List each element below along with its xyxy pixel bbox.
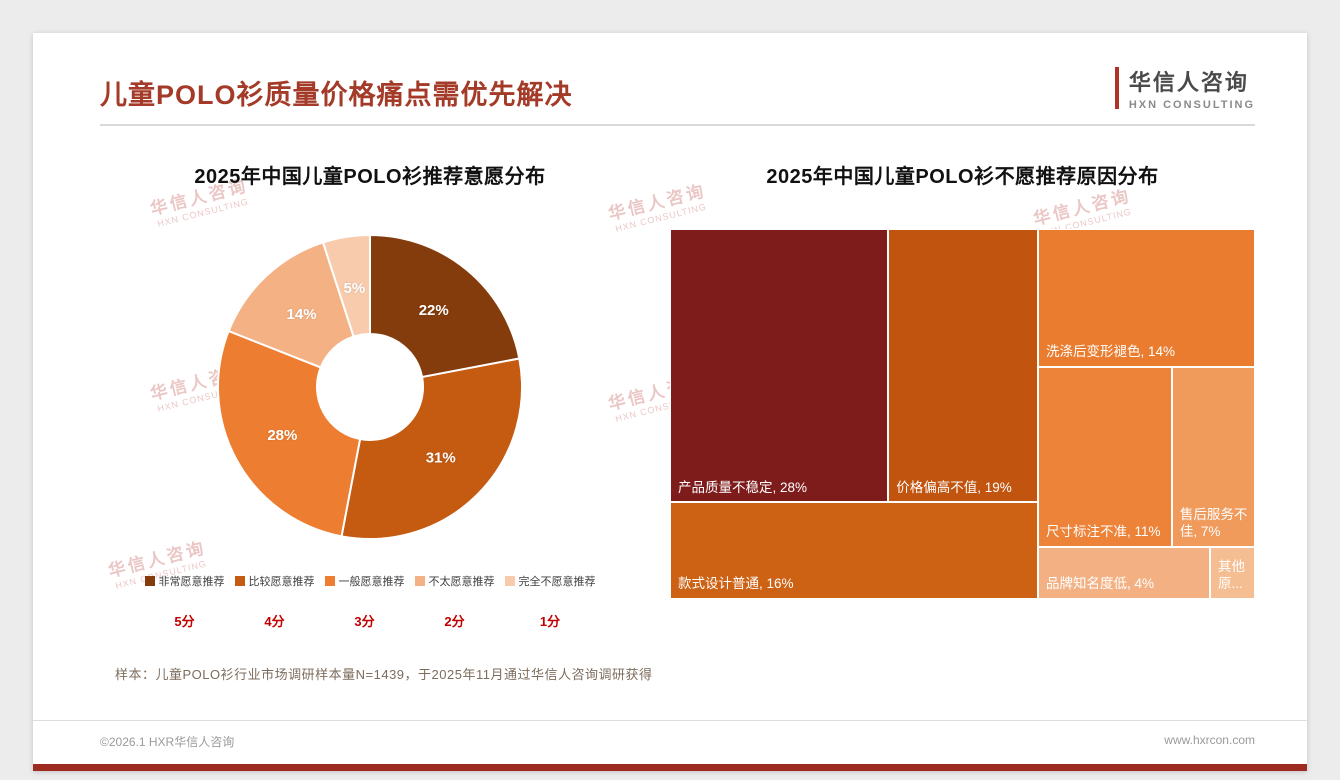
logo-text: 华信人咨询 HXN CONSULTING [1129, 65, 1255, 111]
legend-item: 不太愿意推荐 2分 [414, 573, 495, 630]
legend-label: 不太愿意推荐 [428, 576, 495, 588]
slide-card: 华信人咨询 HXN CONSULTING 华信人咨询 HXN CONSULTIN… [33, 33, 1307, 771]
donut-slice-value-label: 14% [287, 306, 317, 323]
legend-label: 非常愿意推荐 [158, 576, 225, 588]
legend-swatch [234, 576, 245, 586]
legend: 非常愿意推荐 5分 比较愿意推荐 4分 一般愿意推荐 3分 不太愿意推荐 2分 完全不愿意推荐 1… [100, 573, 640, 630]
treemap-block-7: 其他原... [1209, 546, 1255, 599]
score-label: 1分 [539, 614, 561, 629]
donut-chart-title: 2025年中国儿童POLO衫推荐意愿分布 [194, 166, 546, 188]
treemap-block-label: 尺寸标注不准, 11% [1045, 524, 1161, 540]
donut-slice-4 [321, 233, 371, 338]
logo-name-cn: 华信人咨询 [1128, 70, 1249, 95]
donut-slice-3 [227, 241, 355, 369]
treemap-block-2: 洗涤后变形褪色, 14% [1037, 229, 1255, 367]
legend-item: 比较愿意推荐 4分 [234, 573, 315, 630]
sample-footnote: 样本：儿童POLO衫行业市场调研样本量N=1439，于2025年11月通过华信人… [115, 667, 653, 682]
donut-slice-value-label: 31% [426, 450, 456, 467]
legend-swatch [144, 576, 155, 586]
treemap-chart-title: 2025年中国儿童POLO衫不愿推荐原因分布 [766, 166, 1159, 188]
header: 儿童POLO衫质量价格痛点需优先解决 华信人咨询 HXN CONSULTING [33, 33, 1307, 112]
treemap-block-label: 售后服务不佳, 7% [1179, 506, 1248, 540]
treemap-block-4: 尺寸标注不准, 11% [1037, 367, 1172, 547]
page-title: 儿童POLO衫质量价格痛点需优先解决 [100, 80, 573, 110]
treemap-block-label: 款式设计普通, 16% [678, 576, 794, 592]
score-label: 3分 [354, 614, 375, 629]
legend-swatch [324, 576, 335, 586]
legend-label: 完全不愿意推荐 [518, 576, 596, 588]
treemap-block-3: 款式设计普通, 16% [670, 502, 1038, 599]
treemap-block-1: 价格偏高不值, 19% [888, 229, 1038, 503]
legend-label: 一般愿意推荐 [338, 576, 405, 588]
donut-chart: 22% 31% 28% 14% 5% [210, 227, 530, 547]
donut-slice-value-label: 5% [344, 280, 366, 297]
treemap-chart: 产品质量不稳定, 28% 价格偏高不值, 19% 洗涤后变形褪色, 14% 款式设计普… [670, 229, 1255, 599]
donut-chart-panel: 2025年中国儿童POLO衫推荐意愿分布 22% 31% 28% 14% 5% 非常愿意… [100, 148, 640, 630]
donut-slice-1 [340, 357, 523, 540]
legend-item: 一般愿意推荐 3分 [324, 573, 405, 630]
logo: 华信人咨询 HXN CONSULTING [1114, 65, 1255, 111]
treemap-block-label: 价格偏高不值, 19% [896, 479, 1012, 495]
treemap-block-label: 品牌知名度低, 4% [1045, 576, 1154, 592]
legend-swatch [504, 576, 515, 586]
footer: ©2026.1 HXR华信人咨询 www.hxrcon.com [33, 720, 1307, 764]
logo-name-en: HXN CONSULTING [1128, 99, 1255, 111]
donut-slice-0 [369, 233, 521, 379]
donut-slice-value-label: 28% [267, 427, 297, 444]
header-divider [100, 124, 1255, 126]
treemap-block-label: 产品质量不稳定, 28% [678, 479, 808, 495]
treemap-block-label: 其他原... [1217, 558, 1245, 592]
bottom-accent-bar [33, 764, 1307, 771]
score-label: 4分 [264, 614, 285, 629]
logo-accent-bar [1114, 67, 1119, 109]
website-text: www.hxrcon.com [1164, 733, 1255, 747]
donut-slice-2 [217, 329, 362, 538]
treemap-block-6: 品牌知名度低, 4% [1037, 546, 1210, 599]
copyright-text: ©2026.1 HXR华信人咨询 [100, 735, 235, 749]
treemap-chart-panel: 2025年中国儿童POLO衫不愿推荐原因分布 产品质量不稳定, 28% 价格偏高不… [670, 148, 1255, 630]
score-label: 5分 [174, 614, 195, 629]
legend-item: 非常愿意推荐 5分 [144, 573, 225, 630]
score-label: 2分 [444, 614, 465, 629]
treemap-block-5: 售后服务不佳, 7% [1171, 367, 1255, 547]
treemap-block-label: 洗涤后变形褪色, 14% [1045, 344, 1175, 360]
donut-slice-value-label: 22% [419, 302, 449, 319]
donut-svg: 22% 31% 28% 14% 5% [217, 233, 523, 540]
treemap-block-0: 产品质量不稳定, 28% [670, 229, 889, 503]
legend-item: 完全不愿意推荐 1分 [504, 573, 596, 630]
charts-area: 2025年中国儿童POLO衫推荐意愿分布 22% 31% 28% 14% 5% 非常愿意… [33, 126, 1307, 630]
legend-swatch [414, 576, 425, 586]
legend-label: 比较愿意推荐 [248, 576, 315, 588]
